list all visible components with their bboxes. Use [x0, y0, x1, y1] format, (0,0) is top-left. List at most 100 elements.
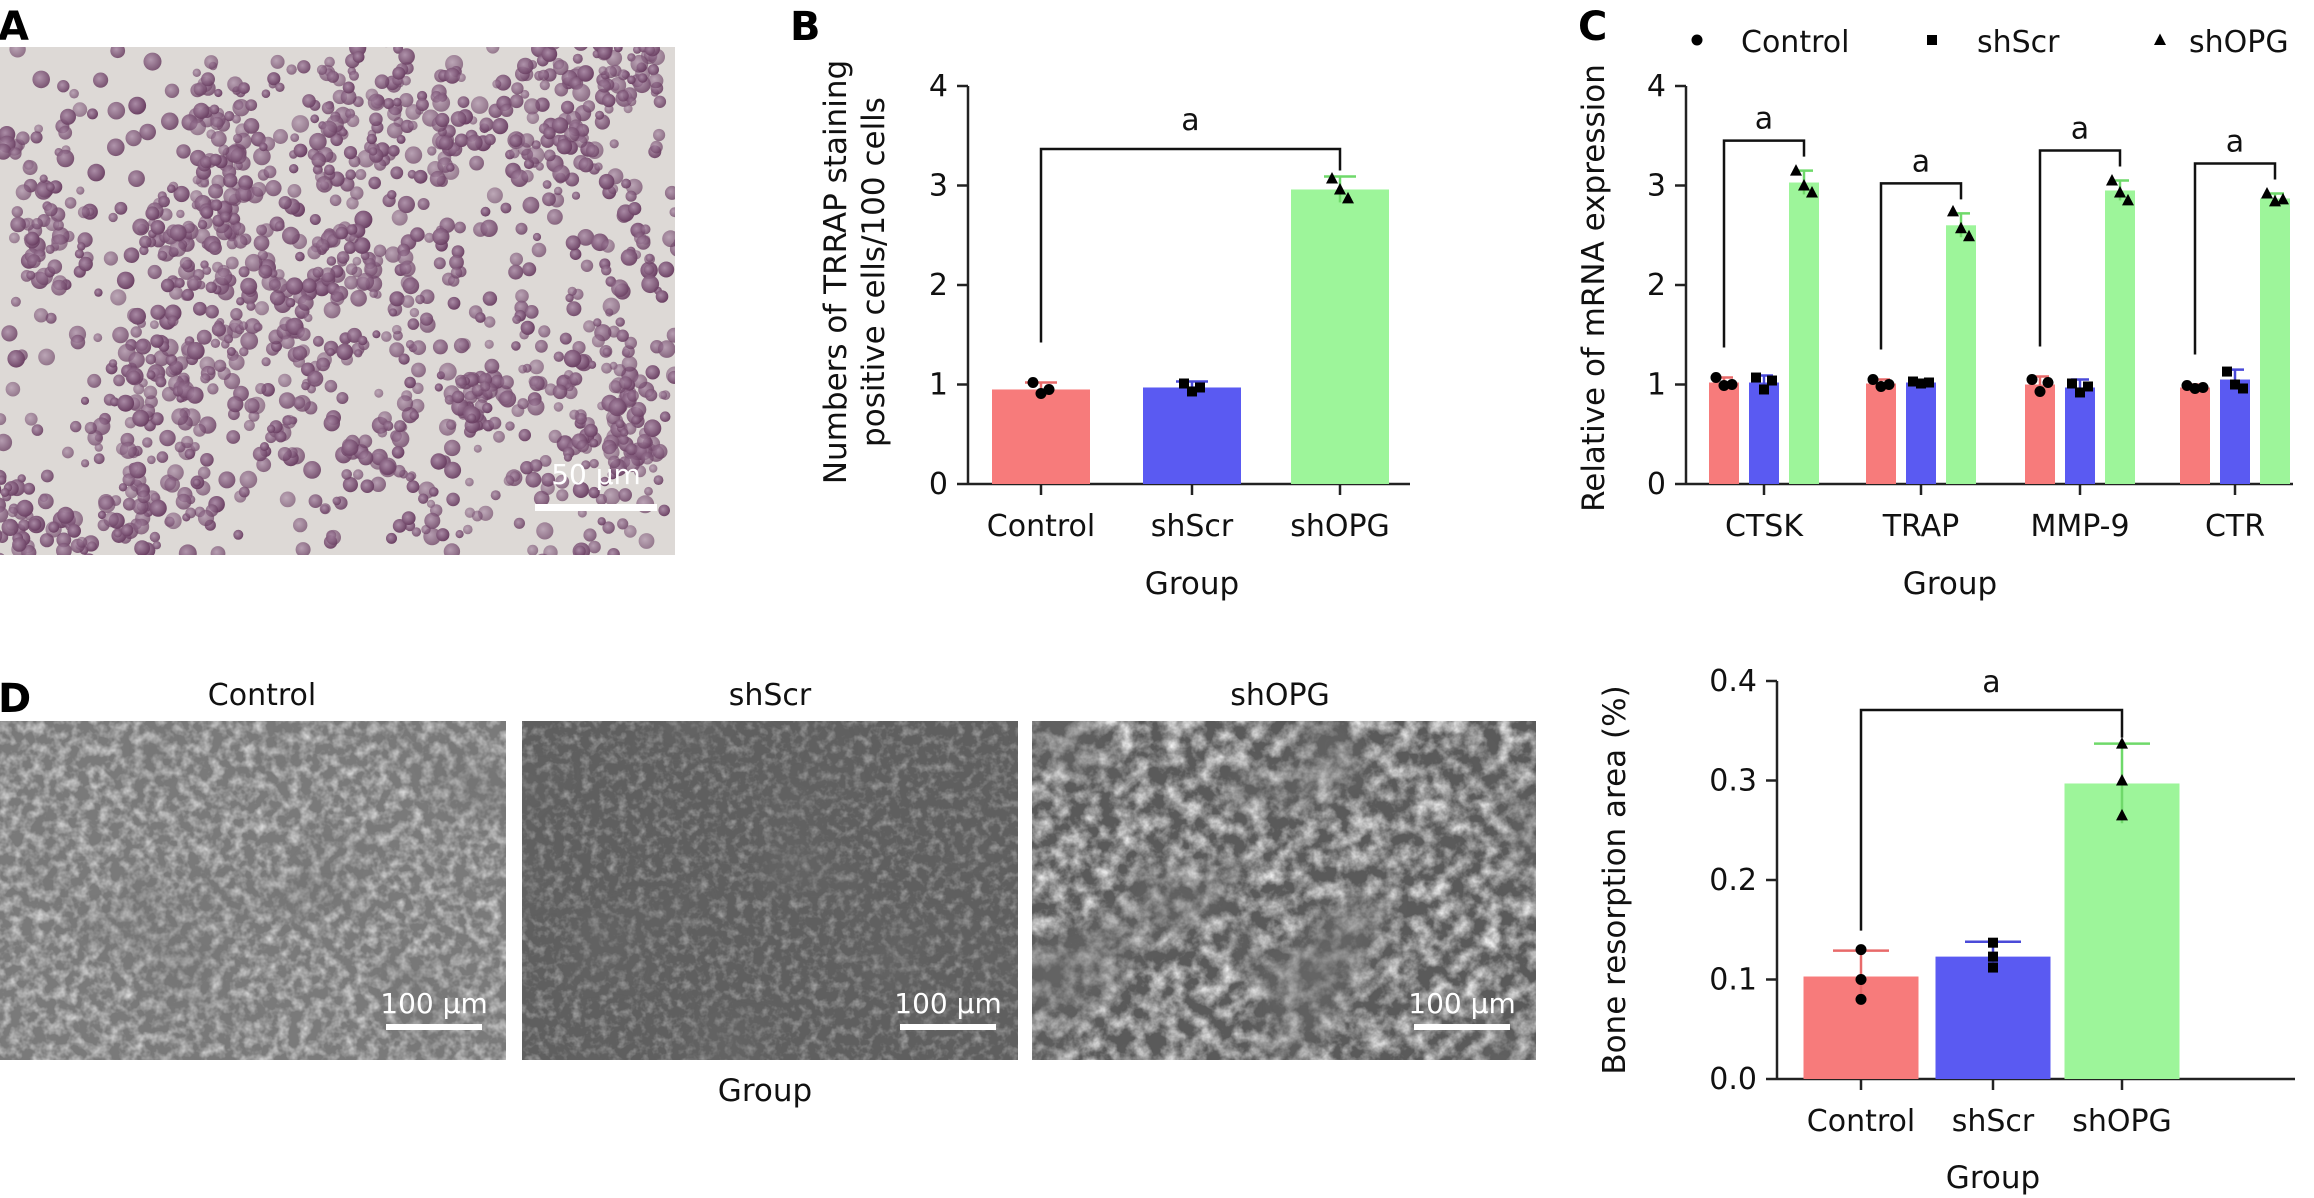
bar-shopg — [2064, 783, 2180, 1079]
d-y-axis-label: Bone resorption area (%) — [1597, 685, 1633, 1074]
d-x-tick-label: shOPG — [2072, 1104, 2172, 1139]
significance-bracket-mmp-9 — [2038, 149, 2122, 347]
chart-c: 0 1 2 3 4 CTSK a TRAP a MMP-9 a CTR a Control shScr shO… — [1576, 25, 2293, 602]
legend-marker-control — [1691, 34, 1703, 46]
d-y-tick-label: 0.3 — [1709, 764, 1757, 799]
data-point-trap-shscr — [1908, 376, 1918, 387]
significance-label-mmp-9: a — [2071, 112, 2089, 147]
d-x-tick-label: shScr — [1952, 1104, 2035, 1139]
b-x-tick-label: shOPG — [1290, 509, 1390, 544]
c-x-tick-label: CTSK — [1725, 509, 1804, 544]
chart-b: 0 1 2 3 4 Control shScr shOPG a Group Numbers of T… — [818, 60, 1410, 602]
significance-bracket-trap — [1879, 182, 1963, 350]
b-x-tick-label: Control — [987, 509, 1095, 544]
scale-bar-shscr — [900, 1024, 996, 1030]
data-point-shscr — [1988, 937, 1998, 948]
significance-bracket-ctsk — [1722, 139, 1806, 348]
data-point-trap-control — [1867, 374, 1879, 386]
scale-bar-control — [386, 1024, 482, 1030]
data-point-ctsk-shscr — [1759, 384, 1769, 395]
significance-label-ctsk: a — [1755, 102, 1773, 137]
image-title-control: Control — [208, 678, 316, 713]
data-point-shopg — [2116, 737, 2128, 749]
data-point-control — [1043, 383, 1055, 395]
b-y-tick-label: 3 — [929, 169, 948, 204]
bar-trap-shscr — [1906, 382, 1936, 484]
d-y-tick-label: 0.1 — [1709, 963, 1757, 998]
c-y-tick-label: 4 — [1647, 69, 1666, 104]
b-y-tick-label: 1 — [929, 368, 948, 403]
bar-shscr — [1935, 956, 2051, 1079]
data-point-ctsk-shopg — [1806, 185, 1818, 198]
legend-marker-shscr — [1927, 35, 1937, 45]
data-point-mmp-9-control — [2034, 385, 2046, 397]
b-y-axis-label-line: positive cells/100 cells — [856, 97, 892, 447]
resorption-image-shopg — [1032, 721, 1536, 1060]
data-point-control — [1855, 993, 1867, 1005]
c-x-tick-label: MMP-9 — [2030, 509, 2129, 544]
data-point-mmp-9-shscr — [2083, 381, 2093, 392]
bar-trap-shopg — [1946, 225, 1976, 485]
d-y-tick-label: 0.4 — [1709, 664, 1757, 699]
image-title-shscr: shScr — [729, 678, 812, 713]
data-point-control — [1855, 944, 1867, 956]
image-title-shopg: shOPG — [1230, 678, 1330, 713]
c-x-tick-label: CTR — [2205, 509, 2265, 544]
bar-ctsk-shopg — [1789, 182, 1819, 484]
d-y-tick-label: 0.0 — [1709, 1062, 1757, 1097]
data-point-control — [1855, 974, 1867, 985]
data-point-trap-shscr — [1924, 377, 1934, 388]
data-point-shscr — [1195, 382, 1205, 393]
b-y-axis-label: Numbers of TRRAP stainingpositive cells/… — [818, 60, 892, 484]
bar-ctsk-control — [1709, 382, 1739, 484]
data-point-shopg — [2116, 774, 2128, 786]
bar-mmp-9-shscr — [2065, 387, 2095, 484]
scale-bar — [535, 504, 657, 511]
panel-label-d: D — [0, 676, 31, 722]
resorption-image-control — [0, 721, 506, 1060]
panel-b: B 0 1 2 3 4 Control shScr shOPG a Group Numbers of… — [790, 4, 1410, 602]
bar-control — [992, 389, 1090, 484]
data-point-control — [1027, 377, 1039, 389]
data-point-ctr-control — [2197, 381, 2209, 393]
data-point-ctsk-shopg — [1790, 164, 1802, 176]
data-point-ctr-shscr — [2238, 383, 2248, 394]
panel-label-c: C — [1578, 4, 1607, 50]
data-point-ctsk-control — [1718, 379, 1730, 391]
data-point-mmp-9-shopg — [2122, 193, 2134, 206]
data-point-ctsk-shscr — [1751, 372, 1761, 383]
images-group-label: Group — [718, 1073, 812, 1109]
d-y-tick-label: 0.2 — [1709, 863, 1757, 898]
bar-ctr-shscr — [2220, 379, 2250, 484]
c-x-axis-label: Group — [1903, 566, 1997, 602]
b-y-tick-label: 4 — [929, 69, 948, 104]
c-x-tick-label: TRAP — [1882, 509, 1960, 544]
legend-label-control: Control — [1741, 25, 1849, 60]
significance-label: a — [1982, 665, 2000, 700]
trap-stain-micrograph — [0, 47, 675, 555]
data-point-trap-shopg — [1955, 221, 1967, 234]
scale-bar-label-control: 100 µm — [380, 987, 487, 1020]
bar-mmp-9-shopg — [2105, 190, 2135, 484]
data-point-shopg — [2116, 808, 2128, 821]
data-point-mmp-9-shopg — [2114, 185, 2126, 198]
significance-label-trap: a — [1912, 144, 1930, 179]
c-y-tick-label: 0 — [1647, 467, 1666, 502]
data-point-mmp-9-control — [2026, 374, 2038, 386]
d-x-tick-label: Control — [1807, 1104, 1915, 1139]
significance-bracket — [1859, 708, 2124, 931]
data-point-shopg — [1326, 172, 1338, 184]
data-point-trap-shopg — [1963, 229, 1975, 242]
data-point-ctr-shopg — [2261, 186, 2273, 199]
data-point-ctsk-shscr — [1767, 375, 1777, 386]
scale-bar-label: 50 µm — [551, 458, 641, 491]
data-point-trap-shopg — [1947, 204, 1959, 217]
resorption-image-shscr — [522, 721, 1018, 1060]
data-point-mmp-9-shscr — [2075, 387, 2085, 398]
b-y-tick-label: 0 — [929, 467, 948, 502]
data-point-mmp-9-shopg — [2106, 174, 2118, 186]
c-y-tick-label: 3 — [1647, 169, 1666, 204]
data-point-shscr — [1988, 951, 1998, 962]
data-point-ctr-control — [2189, 382, 2201, 394]
